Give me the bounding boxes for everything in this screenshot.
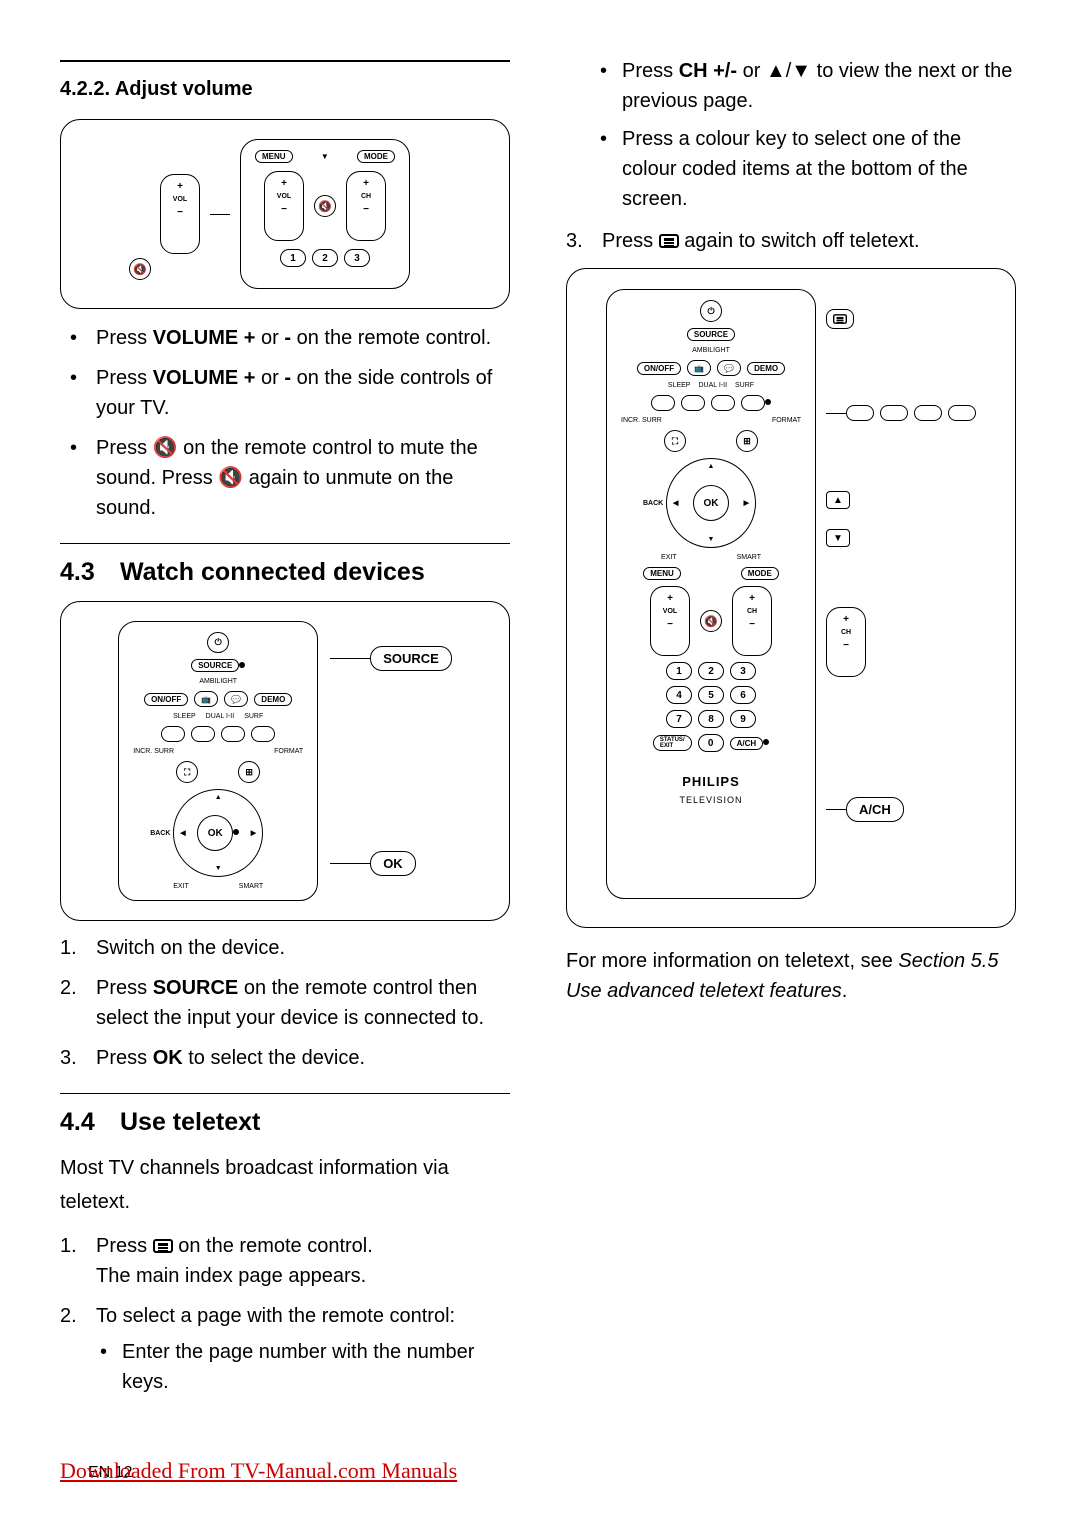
remote-mute-icon: 🔇 (700, 610, 722, 632)
mute-icon: 🔇 (153, 437, 178, 459)
callout-ok: OK (370, 851, 416, 876)
bullets-4-2-2: Press VOLUME + or - on the remote contro… (60, 323, 510, 523)
rule-top-left (60, 60, 510, 62)
figure-volume-side-controls: +VOL− MENU ▼ MODE +VOL− 🔇 +CH− 1 (60, 119, 510, 309)
fig1-mute-icon: 🔇 (314, 195, 336, 217)
steps-4-4: Press on the remote control. The main in… (60, 1231, 510, 1397)
bullet-colour-key: Press a colour key to select one of the … (596, 124, 1016, 214)
fig1-vol-label: VOL (173, 196, 187, 203)
right-column: Press CH +/- or ▲/▼ to view the next or … (566, 50, 1016, 1409)
remote-ok-btn: OK (693, 485, 729, 521)
footer-link[interactable]: Downloaded From TV-Manual.com Manuals (60, 1458, 457, 1484)
teletext-icon (153, 1239, 173, 1253)
teletext-footnote: For more information on teletext, see Se… (566, 946, 1016, 1006)
teletext-icon (659, 234, 679, 248)
callout-colour-keys (846, 405, 976, 421)
step-press-ok: Press OK to select the device. (60, 1043, 510, 1073)
fig1-mute-callout: 🔇 (129, 258, 151, 280)
bullet-ch-pages: Press CH +/- or ▲/▼ to view the next or … (596, 56, 1016, 116)
heading-4-4: 4.4Use teletext (60, 1108, 510, 1137)
substep-enter-page-number: Enter the page number with the number ke… (96, 1337, 510, 1397)
step-select-page: To select a page with the remote control… (60, 1301, 510, 1397)
callout-arrow-up: ▲ (826, 491, 850, 509)
fig2-ok-btn: OK (197, 815, 233, 851)
brand-sublabel: TELEVISION (679, 795, 742, 805)
remote-power-icon: ⏻ (700, 300, 722, 322)
step-switch-on: Switch on the device. (60, 933, 510, 963)
brand-label: PHILIPS (682, 774, 740, 789)
remote-ach-btn: A/CH (730, 737, 764, 750)
callout-ch-rocker: +CH− (826, 607, 866, 677)
callout-arrow-down: ▼ (826, 529, 850, 547)
step-teletext-off: Press again to switch off teletext. (566, 226, 1016, 256)
step-press-teletext: Press on the remote control. The main in… (60, 1231, 510, 1291)
heading-4-3: 4.3Watch connected devices (60, 558, 510, 587)
fig1-menu-btn: MENU (255, 150, 293, 163)
intro-4-4: Most TV channels broadcast information v… (60, 1151, 510, 1219)
fig1-mode-btn: MODE (357, 150, 395, 163)
left-column: 4.2.2. Adjust volume +VOL− MENU ▼ MODE +… (60, 50, 510, 1409)
remote-nav-pad: ▲ ▼ ◀ ▶ BACK OK (666, 458, 756, 548)
rule-4-4 (60, 1093, 510, 1094)
steps-4-3: Switch on the device. Press SOURCE on th… (60, 933, 510, 1073)
step-press-source: Press SOURCE on the remote control then … (60, 973, 510, 1033)
figure-source-remote: ⏻ SOURCE AMBILIGHT ON/OFF 📺💬 DEMO SLEEPD… (60, 601, 510, 921)
remote-source-btn: SOURCE (687, 328, 735, 341)
bullet-volume-side: Press VOLUME + or - on the side controls… (60, 363, 510, 423)
fig2-power-icon: ⏻ (207, 632, 229, 653)
fig2-nav-pad: ▲ ▼ ◀ ▶ BACK OK (173, 789, 263, 877)
fig2-source-btn: SOURCE (191, 659, 239, 672)
figure-full-remote: ⏻ SOURCE AMBILIGHT ON/OFF 📺💬 DEMO SLEEPD… (566, 268, 1016, 928)
mute-icon: 🔇 (218, 467, 243, 489)
heading-4-2-2: 4.2.2. Adjust volume (60, 78, 510, 101)
callout-ach: A/CH (846, 797, 904, 822)
bullet-mute: Press 🔇 on the remote control to mute th… (60, 433, 510, 523)
callout-teletext-icon (826, 309, 854, 329)
bullet-volume-remote: Press VOLUME + or - on the remote contro… (60, 323, 510, 353)
callout-source: SOURCE (370, 646, 452, 671)
rule-4-3 (60, 543, 510, 544)
